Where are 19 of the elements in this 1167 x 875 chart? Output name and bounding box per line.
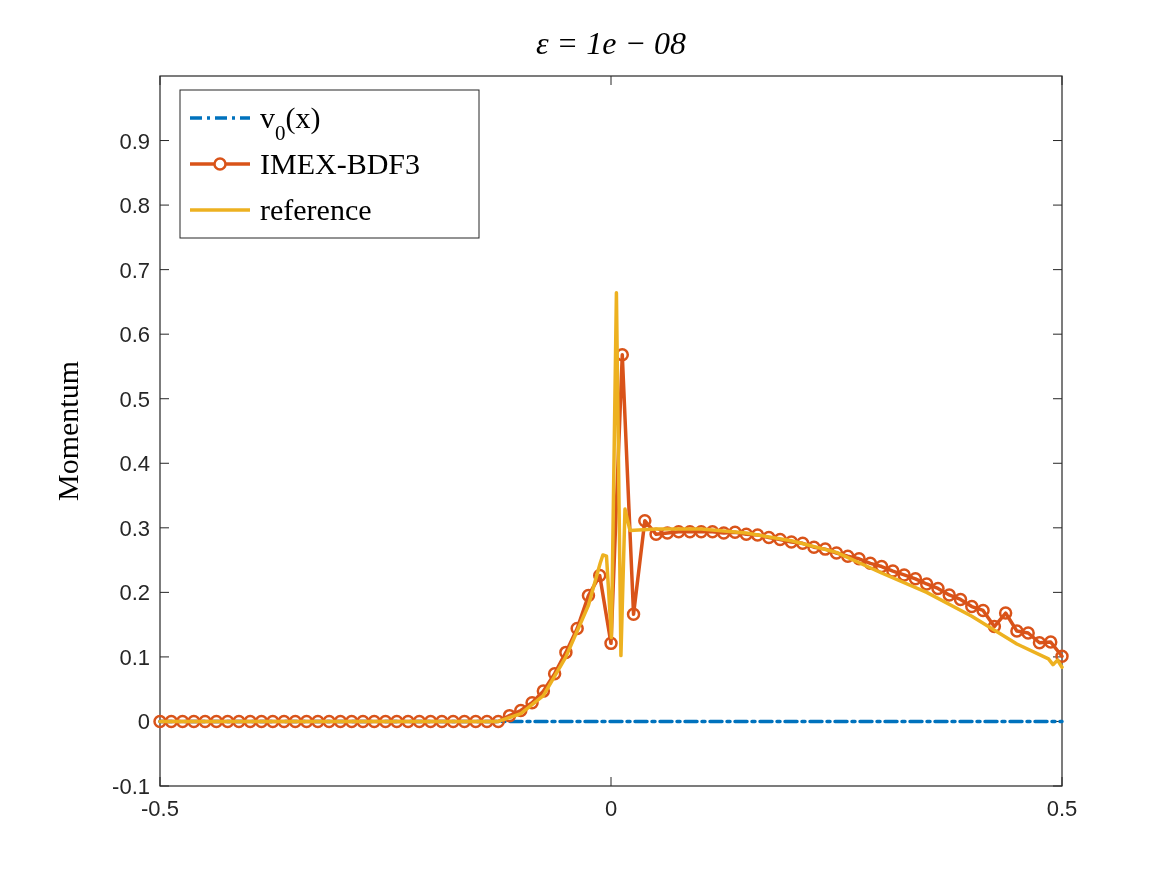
- y-tick-label: 0.7: [119, 257, 150, 283]
- x-tick-label: 0.5: [1046, 796, 1078, 821]
- y-tick-label: 0.1: [119, 644, 150, 670]
- y-tick-label: 0: [137, 709, 150, 735]
- y-tick-label: 0.4: [119, 451, 150, 477]
- y-tick-label: 0.6: [119, 322, 150, 348]
- y-tick-label: 0.8: [119, 193, 150, 219]
- legend-label: v$_{0}$(x): [260, 101, 321, 145]
- legend-label: reference: [260, 193, 372, 226]
- legend-label: IMEX-BDF3: [260, 147, 421, 180]
- y-tick-label: -0.1: [112, 774, 150, 799]
- y-tick-label: 0.3: [119, 515, 150, 541]
- y-tick-label: 0.5: [119, 386, 150, 412]
- chart-title: ε = 1e − 08: [536, 25, 686, 61]
- y-tick-label: 0.9: [119, 128, 150, 154]
- y-axis-title: Momentum: [51, 361, 84, 501]
- x-tick-label: 0: [604, 796, 618, 821]
- y-tick-label: 0.2: [119, 580, 150, 606]
- x-tick-label: -0.5: [141, 796, 179, 821]
